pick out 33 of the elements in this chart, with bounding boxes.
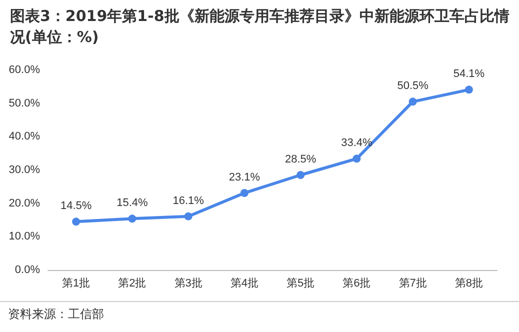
x-tick-label: 第3批 xyxy=(174,278,202,290)
x-tick-label: 第7批 xyxy=(398,278,427,290)
y-tick-label: 20.0% xyxy=(8,197,40,210)
x-tick-label: 第5批 xyxy=(286,278,315,290)
text: 资料来源：工信部 xyxy=(8,306,104,323)
y-tick-label: 30.0% xyxy=(8,164,40,176)
data-label: 33.4% xyxy=(341,137,372,150)
x-tick-label: 第2批 xyxy=(118,278,146,290)
point xyxy=(352,154,361,163)
y-tick-label: 40.0% xyxy=(8,130,40,143)
data-label: 54.1% xyxy=(453,68,485,80)
x-tick-label: 第1批 xyxy=(62,278,90,290)
point xyxy=(240,189,248,197)
data-label: 16.1% xyxy=(172,194,204,207)
data-label: 14.5% xyxy=(60,200,92,212)
y-tick-label: 50.0% xyxy=(8,97,40,110)
data-label: 15.4% xyxy=(116,197,148,210)
point xyxy=(408,98,417,106)
data-label: 28.5% xyxy=(284,154,316,166)
point xyxy=(296,171,305,179)
x-tick-label: 第8批 xyxy=(454,278,483,290)
point xyxy=(184,212,192,220)
y-tick-label: 60.0% xyxy=(8,64,40,76)
x-tick-label: 第4批 xyxy=(230,278,258,290)
chart-title: 图表3：2019年第1-8批《新能源专用车推荐目录》中新能源环卫车占比情况(单位：%) xyxy=(10,6,510,48)
data-label: 23.1% xyxy=(228,172,260,184)
data-label: 50.5% xyxy=(397,80,429,92)
point xyxy=(72,218,80,226)
y-tick-label: 0.0% xyxy=(14,264,40,276)
y-tick-label: 10.0% xyxy=(8,230,40,243)
point xyxy=(128,214,136,223)
x-tick-label: 第6批 xyxy=(342,278,371,290)
point xyxy=(464,86,473,94)
